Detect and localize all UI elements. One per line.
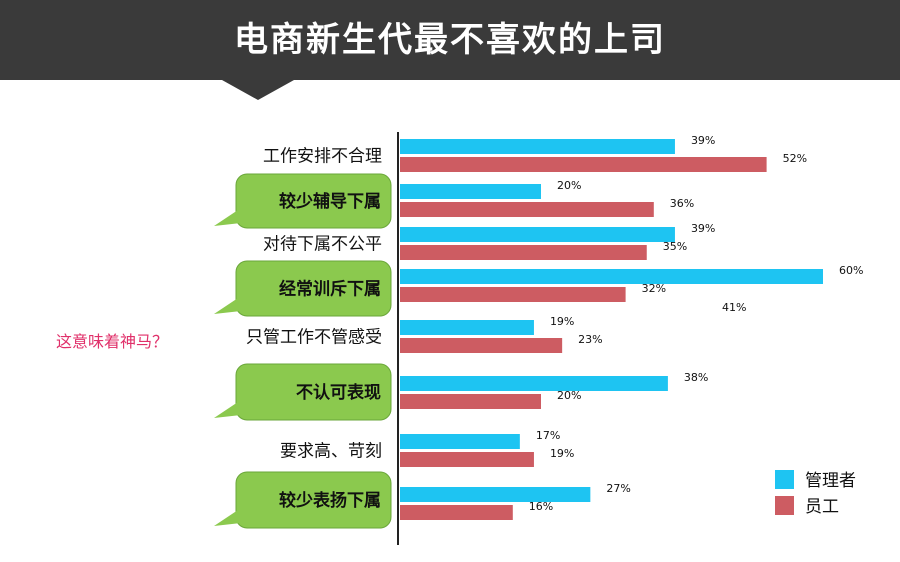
bar-manager: [400, 434, 520, 449]
data-label: 20%: [557, 179, 581, 192]
data-label: 35%: [663, 240, 687, 253]
bubble-tail: [214, 402, 250, 418]
category-label: 要求高、苛刻: [280, 442, 382, 462]
category-label: 较少表扬下属: [279, 490, 381, 511]
category-label: 较少辅导下属: [279, 191, 381, 212]
data-label: 60%: [839, 264, 863, 277]
bar-employee: [400, 245, 647, 260]
bar-employee: [400, 452, 534, 467]
bar-manager: [400, 227, 675, 242]
bubble-tail: [214, 298, 250, 314]
category-label: 只管工作不管感受: [246, 328, 382, 348]
bar-manager: [400, 269, 823, 284]
data-label: 36%: [670, 197, 694, 210]
bubble-tail: [214, 510, 250, 526]
legend-swatch-employee: [775, 496, 794, 515]
category-label: 对待下属不公平: [263, 235, 382, 255]
extra-annotation: 41%: [722, 301, 746, 314]
category-label: 不认可表现: [296, 382, 381, 403]
banner-pointer: [222, 80, 294, 100]
aside-note: 这意味着神马？: [56, 332, 169, 351]
bar-manager: [400, 139, 675, 154]
data-label: 32%: [642, 282, 666, 295]
category-label: 经常训斥下属: [279, 279, 381, 300]
bar-manager: [400, 320, 534, 335]
legend-label: 管理者: [805, 471, 856, 491]
header-banner: [0, 0, 900, 80]
bar-manager: [400, 184, 541, 199]
page-title: 电商新生代最不喜欢的上司: [234, 20, 666, 60]
data-label: 19%: [550, 315, 574, 328]
bubble-tail: [214, 210, 250, 226]
category-bubble: [235, 363, 392, 421]
category-label: 工作安排不合理: [263, 147, 382, 167]
bar-employee: [400, 157, 767, 172]
data-label: 39%: [691, 134, 715, 147]
data-label: 16%: [529, 500, 553, 513]
bar-employee: [400, 287, 626, 302]
legend-label: 员工: [805, 497, 839, 517]
data-label: 38%: [684, 371, 708, 384]
category-bubble: [235, 471, 392, 529]
data-label: 23%: [578, 333, 602, 346]
bar-employee: [400, 338, 563, 353]
bar-employee: [400, 505, 513, 520]
bar-manager: [400, 376, 668, 391]
data-label: 19%: [550, 447, 574, 460]
data-label: 17%: [536, 429, 560, 442]
data-label: 39%: [691, 222, 715, 235]
data-label: 52%: [783, 152, 807, 165]
bar-employee: [400, 394, 541, 409]
data-label: 20%: [557, 389, 581, 402]
category-bubble: [235, 260, 392, 317]
bar-manager: [400, 487, 591, 502]
legend-swatch-manager: [775, 470, 794, 489]
category-bubble: [235, 173, 392, 229]
bar-employee: [400, 202, 654, 217]
data-label: 27%: [606, 482, 630, 495]
